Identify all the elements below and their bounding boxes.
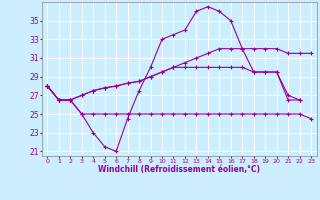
X-axis label: Windchill (Refroidissement éolien,°C): Windchill (Refroidissement éolien,°C) <box>98 165 260 174</box>
